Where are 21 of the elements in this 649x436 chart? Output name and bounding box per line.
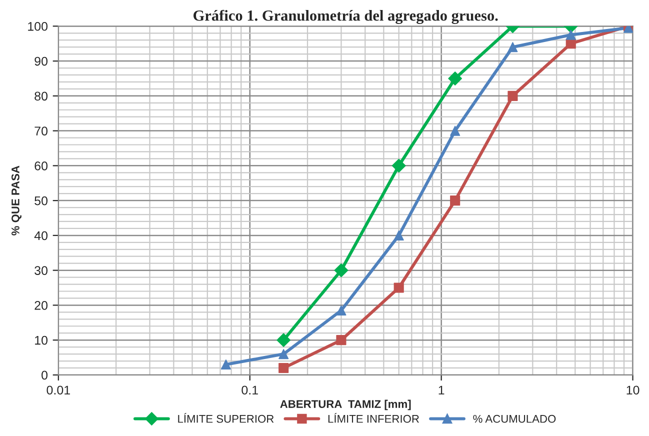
y-tick-label: 0 — [42, 370, 48, 380]
y-tick-label: 60 — [34, 161, 48, 170]
x-tick-label: 0.01 — [46, 386, 70, 395]
chart-title: Gráfico 1. Granulometría del agregado grueso. — [194, 10, 498, 24]
y-tick-label: 40 — [34, 231, 48, 240]
y-tick-label: 90 — [34, 56, 48, 66]
y-axis-title: % QUE PASA — [12, 166, 22, 236]
y-tick-label: 80 — [34, 92, 48, 101]
legend-label: LÍMITE SUPERIOR — [178, 413, 274, 423]
y-tick-label: 100 — [28, 22, 48, 31]
x-tick-label: 0.1 — [242, 386, 258, 395]
x-tick-label: 10 — [626, 386, 640, 395]
legend-label: LÍMITE INFERIOR — [328, 413, 419, 423]
x-tick-label: 1 — [438, 386, 444, 394]
y-tick-label: 10 — [35, 336, 48, 345]
y-tick-label: 20 — [34, 301, 48, 310]
legend-label: % ACUMULADO — [473, 414, 556, 423]
x-axis-title: ABERTURA TAMIZ [mm] — [280, 400, 411, 410]
y-tick-label: 50 — [34, 196, 48, 206]
y-tick-label: 30 — [34, 266, 48, 275]
y-tick-label: 70 — [34, 126, 48, 136]
